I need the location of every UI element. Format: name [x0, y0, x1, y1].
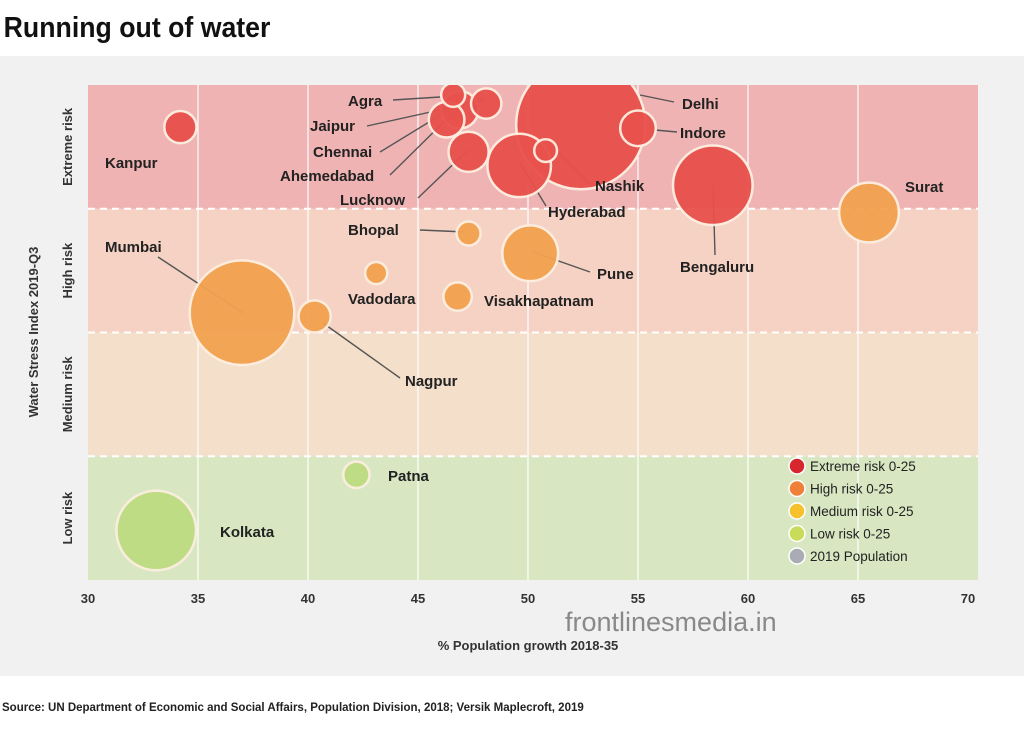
x-tick-label: 70	[961, 591, 975, 606]
x-tick-label: 35	[191, 591, 205, 606]
legend-label: 2019 Population	[810, 549, 908, 564]
label-mumbai: Mumbai	[105, 239, 162, 256]
legend-label: Medium risk 0-25	[810, 504, 914, 519]
bubble-kanpur	[163, 109, 198, 145]
bubble-jaipur	[469, 87, 503, 120]
x-tick-label: 65	[851, 591, 865, 606]
leader-line	[392, 96, 441, 101]
x-tick-label: 50	[521, 591, 535, 606]
x-axis-title: % Population growth 2018-35	[438, 638, 619, 653]
leader-line	[322, 322, 401, 379]
legend-swatch	[788, 457, 806, 475]
legend-swatch	[788, 524, 806, 543]
legend-swatch	[788, 547, 806, 565]
leader-line	[654, 129, 678, 133]
legend: Extreme risk 0-25 High risk 0-25 Medium ri…	[788, 457, 916, 565]
bubble-vadodara	[363, 260, 389, 286]
bubble-surat	[837, 181, 901, 244]
bubble-kolkata	[115, 489, 198, 572]
watermark: frontlinesmedia.in	[565, 607, 777, 637]
label-chennai: Chennai	[313, 144, 372, 161]
x-tick-label: 55	[631, 591, 645, 606]
x-tick-label: 30	[81, 591, 95, 606]
y-tick-label: Extreme risk	[60, 107, 75, 186]
bubble-lucknow	[427, 100, 466, 139]
y-tick-label: High risk	[60, 242, 75, 298]
bubble-ahemedabad	[447, 130, 490, 174]
label-surat: Surat	[905, 179, 943, 196]
y-axis-title: Water Stress Index 2019-Q3	[26, 247, 41, 418]
y-tick-label: Medium risk	[60, 356, 75, 433]
legend-label: Extreme risk 0-25	[810, 459, 916, 474]
label-patna: Patna	[388, 468, 430, 485]
label-agra: Agra	[348, 93, 383, 110]
legend-label: High risk 0-25	[810, 482, 893, 497]
label-ahemedabad: Ahemedabad	[280, 168, 374, 185]
source-note: Source: UN Department of Economic and So…	[2, 702, 584, 714]
label-bengaluru: Bengaluru	[680, 259, 754, 276]
y-tick-label: Low risk	[60, 491, 75, 545]
label-vadodara: Vadodara	[348, 291, 416, 308]
bubble-mumbai	[188, 259, 296, 367]
label-nagpur: Nagpur	[405, 373, 458, 390]
band-low-risk	[88, 456, 978, 580]
leader-line	[639, 94, 675, 103]
bubble-patna	[342, 460, 371, 490]
label-kolkata: Kolkata	[220, 524, 275, 541]
x-tick-label: 60	[741, 591, 755, 606]
bubble-bengaluru	[671, 144, 754, 227]
label-pune: Pune	[597, 266, 634, 283]
bubble-bhopal	[455, 220, 482, 247]
label-nashik: Nashik	[595, 178, 645, 195]
label-bhopal: Bhopal	[348, 222, 399, 239]
label-indore: Indore	[680, 125, 726, 142]
label-kanpur: Kanpur	[105, 155, 158, 172]
legend-swatch	[788, 502, 806, 520]
bubble-nagpur	[297, 299, 332, 334]
bubble-pune	[501, 224, 560, 283]
bubble-visakhapatnam	[442, 281, 474, 313]
label-visakhapatnam: Visakhapatnam	[484, 293, 594, 310]
label-jaipur: Jaipur	[310, 118, 355, 135]
x-tick-label: 40	[301, 591, 315, 606]
chart-title: Running out of water	[4, 11, 271, 43]
label-lucknow: Lucknow	[340, 192, 405, 209]
legend-label: Low risk 0-25	[810, 527, 890, 542]
x-tick-label: 45	[411, 591, 425, 606]
bubble-agra	[439, 85, 467, 109]
label-hyderabad: Hyderabad	[548, 204, 626, 221]
bubble-indore	[618, 109, 658, 148]
label-delhi: Delhi	[682, 96, 719, 113]
legend-swatch	[788, 479, 806, 498]
bubble-nashik	[532, 137, 559, 164]
